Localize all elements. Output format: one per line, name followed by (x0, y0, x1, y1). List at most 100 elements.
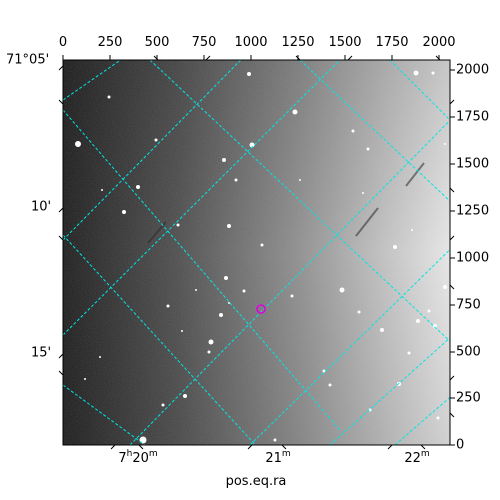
right-tick-label: 1750 (456, 109, 490, 125)
star (101, 189, 103, 191)
right-tick-label: 750 (456, 297, 481, 313)
tick-mark (110, 444, 116, 450)
tick-mark (449, 412, 455, 418)
star (433, 324, 437, 328)
stars (75, 70, 447, 444)
star (228, 302, 230, 304)
star (413, 70, 419, 76)
star (436, 416, 440, 420)
star (411, 229, 413, 231)
top-tick-label: 1000 (234, 35, 268, 50)
star (136, 185, 140, 189)
dec-tick-label: 10' (31, 199, 52, 215)
star (380, 328, 384, 332)
right-tick-label: 1250 (456, 203, 490, 219)
top-tick-label: 1250 (281, 35, 315, 50)
axis-ticks (58, 55, 455, 450)
star (292, 109, 298, 115)
tick-mark (247, 444, 253, 450)
tick-mark (449, 375, 455, 381)
star (139, 436, 147, 444)
tick-mark (58, 207, 64, 213)
star (339, 287, 345, 293)
tick-mark (138, 444, 144, 450)
star (393, 245, 397, 249)
tick-mark (58, 353, 64, 359)
star (368, 408, 372, 412)
right-tick-label: 1500 (456, 156, 490, 172)
star (290, 294, 294, 298)
star (273, 438, 277, 442)
star (443, 285, 447, 289)
star (154, 138, 158, 142)
star (107, 95, 111, 99)
star (328, 383, 332, 387)
grid-line (149, 60, 450, 342)
star (183, 394, 187, 398)
star (195, 289, 197, 291)
tick-mark (58, 65, 64, 71)
tick-mark (58, 235, 64, 241)
x-axis-label: pos.eq.ra (225, 474, 287, 489)
star (75, 141, 81, 147)
star (242, 289, 246, 293)
top-tick-label: 1750 (375, 35, 409, 50)
grid-line (63, 384, 146, 445)
grid-line (63, 234, 257, 445)
tick-mark (295, 55, 301, 61)
tick-mark (449, 187, 455, 193)
tick-mark (153, 55, 159, 61)
star (427, 309, 431, 313)
top-tick-label: 1500 (328, 35, 362, 50)
right-tick-label: 250 (456, 390, 481, 406)
ra-tick-label: 21m (265, 449, 291, 466)
star (166, 304, 170, 308)
ra-tick-label: 7h20m (118, 449, 158, 466)
grid-line (129, 119, 450, 445)
top-tick-label: 750 (191, 35, 217, 50)
tick-mark (58, 370, 64, 376)
tick-mark (449, 284, 455, 290)
top-tick-label: 250 (97, 35, 123, 50)
grid-line (299, 60, 450, 202)
tick-mark (347, 55, 353, 61)
star (227, 224, 231, 228)
right-tick-label: 0 (456, 437, 465, 453)
right-tick-label: 2000 (456, 62, 490, 78)
star (176, 223, 180, 227)
sky-image (63, 60, 450, 445)
coordinate-grid (63, 60, 450, 445)
grid-line (389, 60, 450, 121)
tick-mark (449, 235, 455, 241)
star (208, 339, 214, 345)
image-frame (62, 59, 451, 446)
grid-line (63, 109, 341, 431)
star (431, 71, 435, 75)
star (362, 192, 364, 194)
tick-mark (420, 444, 426, 450)
star (181, 330, 183, 332)
tick-mark (387, 444, 393, 450)
right-tick-label: 1000 (456, 250, 490, 266)
top-tick-label: 2000 (422, 35, 456, 50)
star (99, 356, 101, 358)
star (224, 276, 228, 280)
star (444, 143, 446, 145)
star (222, 158, 226, 162)
top-tick-label: 0 (58, 35, 68, 50)
grid-line (63, 60, 122, 101)
tick-mark (58, 99, 64, 105)
star (234, 178, 238, 182)
star (122, 210, 126, 214)
star (219, 313, 223, 317)
star (260, 243, 264, 247)
target-marker (256, 304, 266, 314)
grid-line (394, 396, 450, 445)
tick-mark (205, 55, 211, 61)
star (207, 350, 211, 354)
star (299, 179, 301, 181)
tick-mark (435, 55, 441, 61)
ra-tick-label: 22m (404, 449, 430, 466)
tick-mark (281, 444, 287, 450)
